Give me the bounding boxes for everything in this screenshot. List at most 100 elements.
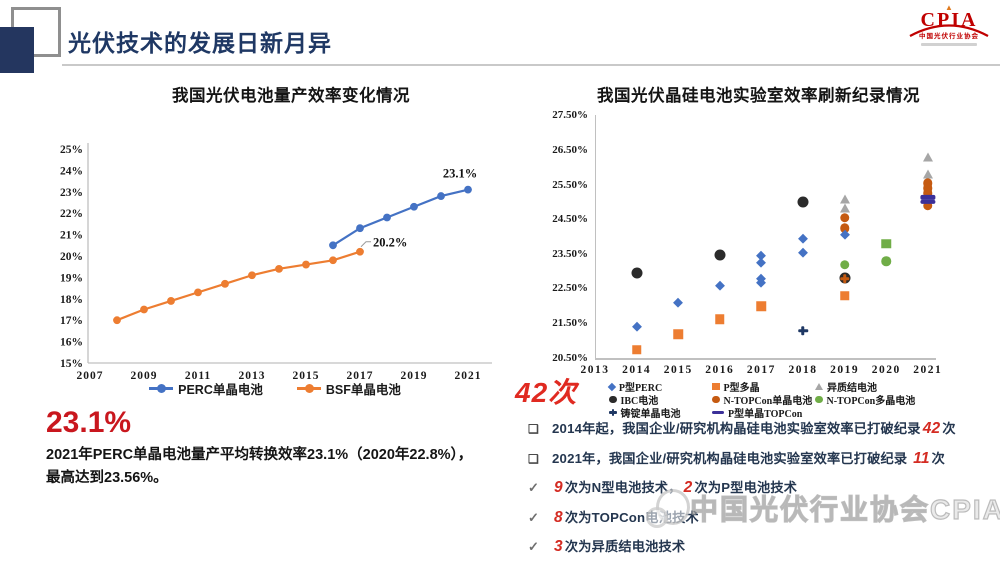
circle-marker xyxy=(881,256,891,266)
series-point xyxy=(464,185,472,194)
scatter-point xyxy=(631,344,642,355)
right-ytick: 27.50% xyxy=(552,109,588,122)
bullet-text: 9 次为N型电池技术， 2 次为P型电池技术 xyxy=(554,479,798,496)
left-xtick: 2011 xyxy=(185,370,211,382)
diamond-marker xyxy=(797,233,809,244)
series-point xyxy=(383,213,391,222)
circle-marker xyxy=(923,183,933,194)
legend-item: BSF单晶电池 xyxy=(296,379,401,398)
triangle-marker xyxy=(815,383,823,390)
series-point xyxy=(356,224,364,233)
right-chart-plot: 27.50% 26.50% 25.50% 24.50% 23.50% 22.50% 21.5… xyxy=(505,80,1000,425)
scatter-point xyxy=(839,194,850,204)
right-ytick: 23.50% xyxy=(552,247,588,260)
legend-item: P型单晶TOPCon xyxy=(712,405,802,420)
legend-item: P型PERC xyxy=(607,379,662,394)
left-ytick: 16% xyxy=(60,337,83,349)
series-point xyxy=(248,271,256,280)
scatter-point xyxy=(673,329,683,339)
scatter-point xyxy=(839,212,850,223)
series-point xyxy=(329,241,337,250)
scatter-point xyxy=(923,183,933,194)
cross-marker xyxy=(839,273,850,284)
scatter-point xyxy=(672,297,684,309)
left-ytick: 20% xyxy=(60,251,83,263)
triangle-marker xyxy=(839,203,850,213)
square-marker xyxy=(839,291,850,301)
diamond-marker xyxy=(797,247,809,258)
right-xtick: 2018 xyxy=(788,364,818,376)
series-point xyxy=(140,305,148,314)
check-icon: ✓ xyxy=(528,480,539,495)
logo-arc-icon xyxy=(909,24,989,37)
logo-orgname: 中国光伏行业协会 xyxy=(919,33,979,40)
circle-marker xyxy=(923,178,933,189)
right-xtick: 2020 xyxy=(871,364,901,376)
square-marker xyxy=(881,239,891,249)
square-marker xyxy=(756,301,767,312)
left-chart-plot: 25% 24% 23% 22% 21% 20% 19% 18% 17% 16% 15%2007 200… xyxy=(60,143,492,382)
note-line-2: 最高达到23.56%。 xyxy=(46,470,168,487)
scatter-point xyxy=(631,321,642,333)
circle-marker xyxy=(923,188,933,199)
bullet-item: ✓ 9 次为N型电池技术， 2 次为P型电池技术 xyxy=(528,477,996,497)
left-ytick: 25% xyxy=(60,144,83,156)
scatter-point xyxy=(798,325,808,336)
circle-marker xyxy=(609,395,617,404)
scatter-point xyxy=(923,188,933,199)
square-marker xyxy=(715,314,725,325)
legend-item: N-TOPCon单晶电池 xyxy=(712,392,812,407)
square-marker xyxy=(673,329,683,339)
bullet-item: ❑ 2014年起，我国企业/研究机构晶硅电池实验室效率已打破纪录 42 次 xyxy=(528,418,996,438)
legend-item: 异质结电池 xyxy=(815,379,877,394)
diamond-marker xyxy=(714,280,726,291)
triangle-marker xyxy=(839,194,850,204)
diamond-marker xyxy=(631,321,642,333)
bullet-item: ✓ 8 次为TOPCon电池技术 xyxy=(528,507,996,527)
left-xtick: 2009 xyxy=(131,370,158,382)
series-point xyxy=(275,264,283,273)
square-marker xyxy=(712,382,720,391)
series-point xyxy=(410,202,418,211)
legend-item: 铸锭单晶电池 xyxy=(609,405,681,420)
scatter-point xyxy=(797,196,809,208)
diamond-marker xyxy=(839,230,850,241)
scatter-point xyxy=(923,201,933,211)
scatter-point xyxy=(881,256,891,266)
series-point xyxy=(221,279,229,288)
scatter-point xyxy=(715,314,725,325)
right-ytick: 20.50% xyxy=(552,351,588,364)
series-point xyxy=(194,288,202,297)
logo-wordmark: CPIA xyxy=(920,9,978,31)
scatter-point xyxy=(756,257,767,269)
scatter-point xyxy=(714,249,726,261)
square-marker xyxy=(631,344,642,355)
bullet-text: 3 次为异质结电池技术 xyxy=(554,538,686,555)
right-xtick: 2017 xyxy=(746,364,776,376)
scatter-point xyxy=(756,301,767,312)
scatter-point xyxy=(920,195,936,200)
bullet-item: ✓ 3 次为异质结电池技术 xyxy=(528,536,996,556)
scatter-point xyxy=(839,259,850,270)
circle-marker xyxy=(839,223,850,234)
square-bullet-icon: ❑ xyxy=(528,422,539,436)
series-point xyxy=(302,260,310,269)
right-ytick: 25.50% xyxy=(552,178,588,191)
circle-marker xyxy=(714,249,726,261)
perc-efficiency-headline: 23.1% xyxy=(46,406,132,439)
series-line xyxy=(116,250,361,322)
cpia-logo: ▲ CPIA 中国光伏行业协会 xyxy=(903,4,995,46)
right-xtick: 2019 xyxy=(830,364,860,376)
square-bullet-icon: ❑ xyxy=(528,451,539,466)
series-point xyxy=(329,256,337,265)
triangle-marker xyxy=(922,152,933,162)
diamond-marker xyxy=(756,277,767,288)
bullet-item: ❑ 2021年，我国企业/研究机构晶硅电池实验室效率已打破纪录 11 次 xyxy=(528,448,996,468)
right-ytick: 26.50% xyxy=(552,143,588,156)
series-line xyxy=(332,188,469,247)
circle-marker xyxy=(839,212,850,223)
left-xtick: 2019 xyxy=(401,370,428,382)
left-ytick: 19% xyxy=(60,272,83,284)
legend-item: P型多晶 xyxy=(712,379,760,394)
